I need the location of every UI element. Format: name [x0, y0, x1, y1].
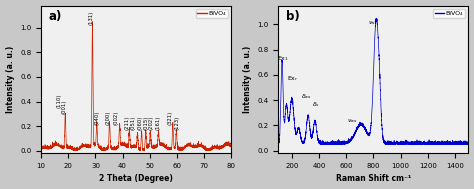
- Y-axis label: Intensity (a. u.): Intensity (a. u.): [243, 46, 252, 113]
- Text: (211): (211): [124, 115, 129, 130]
- Text: (040): (040): [94, 111, 99, 125]
- Text: (123): (123): [174, 115, 180, 130]
- Text: (060): (060): [138, 115, 143, 130]
- Text: (051): (051): [131, 115, 136, 130]
- Text: Ex$_r$: Ex$_r$: [287, 74, 298, 83]
- Y-axis label: Intensity (a. u.): Intensity (a. u.): [6, 46, 15, 113]
- Text: a): a): [49, 10, 62, 23]
- Legend: BiVO₄: BiVO₄: [196, 9, 228, 18]
- Text: (002): (002): [113, 111, 118, 125]
- Legend: BiVO₄: BiVO₄: [433, 9, 465, 18]
- Text: b): b): [286, 10, 300, 23]
- Text: (200): (200): [105, 111, 110, 125]
- Text: (110): (110): [56, 93, 61, 108]
- Text: (202): (202): [149, 115, 154, 130]
- Text: (001): (001): [62, 99, 67, 114]
- X-axis label: Raman Shift cm⁻¹: Raman Shift cm⁻¹: [336, 174, 411, 184]
- Text: (015): (015): [143, 115, 148, 130]
- X-axis label: 2 Theta (Degree): 2 Theta (Degree): [99, 174, 173, 184]
- Text: (131): (131): [88, 11, 93, 25]
- Text: (321): (321): [168, 111, 173, 125]
- Text: $\nu_{s1}$: $\nu_{s1}$: [368, 19, 378, 27]
- Text: $\delta_{as}$: $\delta_{as}$: [301, 92, 312, 101]
- Text: Ex$_1$: Ex$_1$: [277, 54, 290, 63]
- Text: (161): (161): [155, 115, 160, 130]
- Text: $\delta_s$: $\delta_s$: [311, 101, 319, 109]
- Text: $\nu_{as}$: $\nu_{as}$: [347, 117, 357, 125]
